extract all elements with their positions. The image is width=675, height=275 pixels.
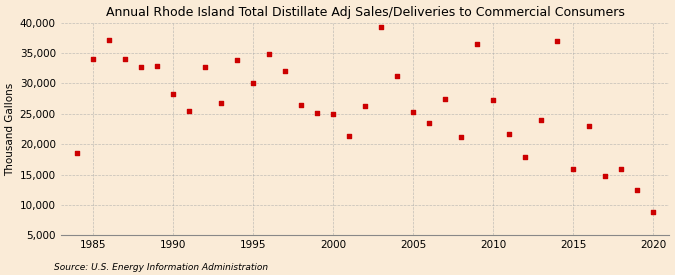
Point — [200, 65, 211, 70]
Point — [600, 174, 611, 178]
Point — [392, 74, 402, 78]
Point — [504, 132, 514, 137]
Point — [408, 110, 418, 115]
Point — [279, 69, 290, 73]
Point — [424, 121, 435, 125]
Point — [263, 52, 274, 56]
Point — [536, 118, 547, 122]
Point — [520, 155, 531, 159]
Text: Source: U.S. Energy Information Administration: Source: U.S. Energy Information Administ… — [54, 263, 268, 272]
Point — [552, 39, 563, 43]
Point — [327, 112, 338, 116]
Point — [488, 98, 499, 103]
Point — [136, 65, 146, 70]
Point — [344, 133, 354, 138]
Point — [376, 25, 387, 30]
Point — [232, 57, 242, 62]
Point — [151, 64, 162, 68]
Point — [632, 188, 643, 192]
Point — [184, 108, 194, 113]
Point — [296, 103, 306, 108]
Point — [215, 101, 226, 105]
Point — [584, 124, 595, 128]
Point — [440, 96, 451, 101]
Point — [103, 37, 114, 42]
Title: Annual Rhode Island Total Distillate Adj Sales/Deliveries to Commercial Consumer: Annual Rhode Island Total Distillate Adj… — [106, 6, 624, 18]
Point — [87, 57, 98, 61]
Point — [360, 104, 371, 108]
Point — [648, 210, 659, 214]
Y-axis label: Thousand Gallons: Thousand Gallons — [5, 82, 16, 175]
Point — [616, 167, 627, 171]
Point — [456, 135, 466, 140]
Point — [167, 92, 178, 97]
Point — [312, 111, 323, 115]
Point — [119, 57, 130, 61]
Point — [72, 151, 82, 155]
Point — [472, 42, 483, 46]
Point — [248, 81, 259, 86]
Point — [568, 167, 578, 171]
